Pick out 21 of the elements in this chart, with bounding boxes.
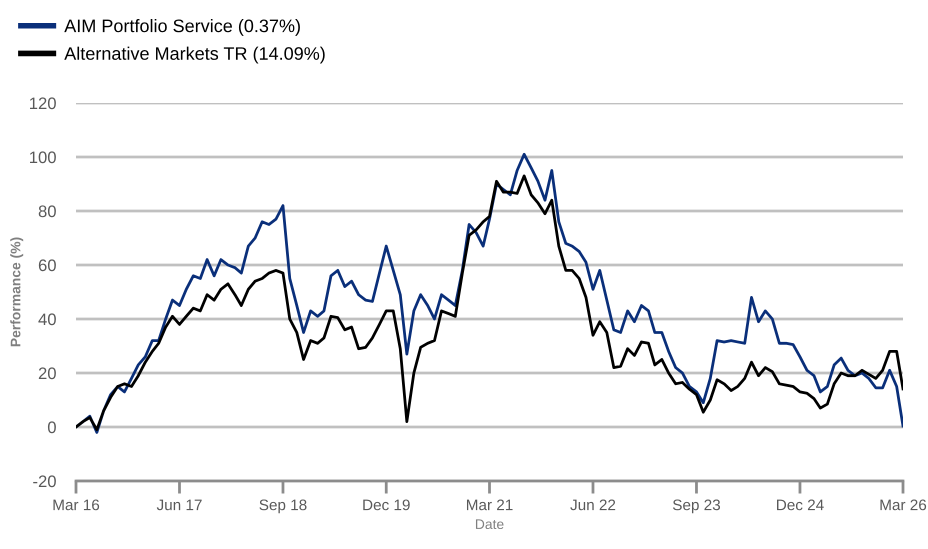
- y-tick-label: 100: [30, 151, 56, 164]
- x-tick-label: Sep 18: [259, 499, 307, 514]
- x-tick-label: Dec 19: [363, 499, 410, 510]
- y-tick-label: 20: [38, 367, 56, 380]
- x-tick-label: Jun 17: [156, 500, 202, 510]
- y-tick-label: 120: [30, 97, 56, 110]
- x-tick-label: Mar 21: [466, 499, 513, 510]
- x-tick-label: Sep 23: [672, 499, 720, 514]
- x-tick-label: Mar 16: [53, 499, 100, 510]
- x-tick-label: Mar 26: [880, 499, 926, 510]
- x-axis-title: Date: [476, 519, 504, 530]
- y-axis-title: Performance (%): [10, 238, 24, 346]
- legend-label: Alternative Markets TR (14.09%): [64, 46, 325, 64]
- y-tick-label: -20: [33, 475, 56, 488]
- y-tick-label: 0: [48, 421, 56, 434]
- y-tick-label: 40: [38, 313, 56, 326]
- x-tick-label: Jun 22: [570, 499, 616, 510]
- y-tick-label: 60: [38, 259, 56, 272]
- y-tick-label: 80: [38, 205, 56, 218]
- x-tick-label: Dec 24: [777, 499, 824, 510]
- legend-label: AIM Portfolio Service (0.37%): [64, 18, 300, 36]
